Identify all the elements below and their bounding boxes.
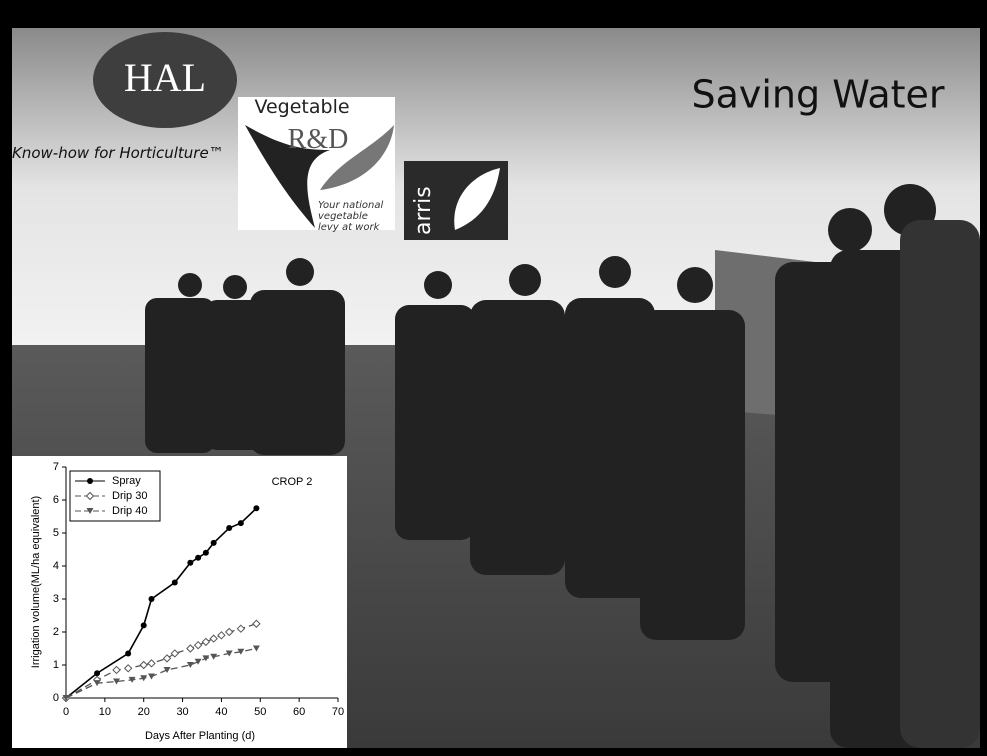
point — [226, 525, 232, 531]
y-tick-label: 1 — [53, 659, 59, 671]
point — [125, 650, 131, 656]
vegetable-line1: Vegetable — [254, 96, 349, 118]
point — [141, 622, 147, 628]
x-axis-label: Days After Planting (d) — [145, 730, 255, 742]
hal-name: HAL — [124, 55, 206, 100]
point — [94, 670, 100, 676]
point — [211, 540, 217, 546]
legend-label: Drip 40 — [112, 505, 147, 517]
arris-name: arris — [411, 186, 436, 235]
page: HAL Know-how for Horticulture™ Vegetable… — [0, 0, 987, 756]
slide: HAL Know-how for Horticulture™ Vegetable… — [0, 0, 987, 756]
y-tick-label: 7 — [53, 461, 59, 473]
point — [253, 505, 259, 511]
vegetable-tagline: Your national — [318, 200, 384, 211]
point — [195, 555, 201, 561]
x-tick-label: 10 — [99, 706, 111, 718]
legend-label: Spray — [112, 475, 141, 487]
vegetable-tagline: levy at work — [318, 222, 381, 233]
x-tick-label: 60 — [293, 706, 305, 718]
x-tick-label: 30 — [176, 706, 188, 718]
vegetable-tagline: vegetable — [318, 211, 368, 222]
x-tick-label: 40 — [215, 706, 227, 718]
y-tick-label: 3 — [53, 593, 59, 605]
chart-annotation: CROP 2 — [272, 476, 313, 488]
slide-title: Saving Water — [691, 73, 944, 117]
y-tick-label: 2 — [53, 626, 59, 638]
point — [203, 550, 209, 556]
point — [148, 596, 154, 602]
point — [238, 520, 244, 526]
x-tick-label: 0 — [63, 706, 69, 718]
y-tick-label: 5 — [53, 527, 59, 539]
vegetable-line2: R&D — [288, 124, 349, 155]
point — [187, 560, 193, 566]
x-tick-label: 20 — [138, 706, 150, 718]
x-tick-label: 50 — [254, 706, 266, 718]
point — [172, 580, 178, 586]
legend-label: Drip 30 — [112, 490, 147, 502]
y-tick-label: 4 — [53, 560, 59, 572]
x-tick-label: 70 — [332, 706, 344, 718]
y-tick-label: 6 — [53, 494, 59, 506]
y-axis-label: Irrigation volume(ML/ha equivalent) — [30, 496, 42, 668]
y-tick-label: 0 — [53, 692, 59, 704]
legend-marker — [87, 478, 93, 484]
hal-tagline: Know-how for Horticulture™ — [12, 144, 224, 162]
